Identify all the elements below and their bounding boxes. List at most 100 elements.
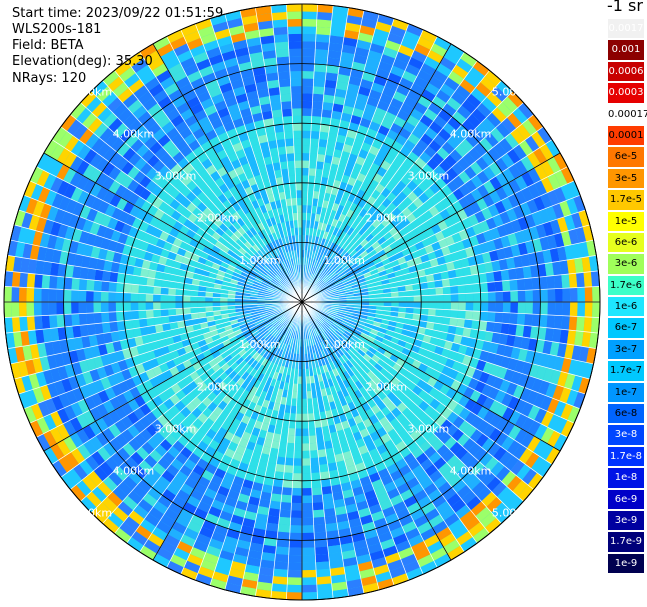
- range-gate: [346, 218, 355, 228]
- range-gate: [358, 261, 367, 269]
- range-gate: [327, 283, 336, 289]
- range-gate: [317, 449, 327, 458]
- range-ring-label: 4.00km: [450, 127, 492, 140]
- range-gate: [344, 244, 352, 253]
- range-gate: [285, 450, 295, 459]
- range-gate: [457, 249, 468, 260]
- range-gate: [368, 89, 383, 101]
- range-gate: [296, 205, 302, 213]
- range-gate: [507, 193, 520, 209]
- range-gate: [575, 226, 587, 244]
- range-gate: [405, 312, 414, 320]
- range-gate: [287, 562, 302, 571]
- range-gate: [460, 257, 470, 268]
- range-gate: [302, 450, 311, 459]
- range-gate: [361, 110, 375, 122]
- range-gate: [464, 179, 477, 193]
- range-gate: [356, 274, 365, 281]
- range-gate: [530, 326, 540, 340]
- range-gate: [321, 288, 330, 293]
- range-gate: [278, 78, 291, 88]
- range-gate: [318, 270, 324, 278]
- range-gate: [341, 278, 350, 284]
- range-gate: [131, 319, 141, 329]
- range-gate: [288, 547, 302, 556]
- range-gate: [288, 41, 302, 50]
- range-gate: [566, 197, 579, 215]
- range-gate: [347, 272, 356, 279]
- range-gate: [275, 546, 290, 555]
- range-gate: [354, 255, 363, 263]
- range-gate: [330, 292, 339, 296]
- range-gate: [495, 172, 509, 187]
- range-gate: [371, 114, 384, 126]
- range-gate: [553, 315, 563, 330]
- range-gate: [292, 480, 302, 489]
- range-gate: [415, 120, 429, 134]
- range-gate: [510, 290, 519, 302]
- range-gate: [329, 288, 338, 293]
- range-gate: [145, 293, 154, 302]
- range-gate: [286, 592, 302, 600]
- range-gate: [553, 153, 568, 171]
- range-gate: [338, 271, 346, 278]
- range-gate: [466, 93, 482, 109]
- range-gate: [411, 145, 424, 158]
- range-gate: [392, 58, 409, 71]
- range-gate: [537, 326, 547, 341]
- range-gate: [464, 192, 477, 206]
- range-gate: [383, 302, 392, 307]
- range-gate: [578, 209, 590, 227]
- range-gate: [405, 284, 414, 292]
- range-gate: [293, 465, 302, 474]
- range-gate: [502, 291, 511, 302]
- range-gate: [464, 246, 475, 258]
- range-gate: [168, 308, 177, 317]
- range-gate: [265, 72, 279, 82]
- range-gate: [383, 292, 392, 298]
- range-gate: [302, 435, 310, 444]
- range-gate: [323, 508, 336, 517]
- range-gate: [334, 255, 342, 264]
- range-gate: [288, 175, 296, 184]
- range-gate: [491, 332, 501, 344]
- range-gate: [48, 302, 57, 316]
- range-gate: [349, 202, 358, 212]
- range-gate: [489, 342, 499, 355]
- range-gate: [499, 211, 511, 225]
- range-gate: [305, 235, 310, 243]
- range-gate: [334, 141, 345, 151]
- range-gate: [302, 56, 315, 64]
- range-gate: [335, 267, 343, 274]
- range-gate: [212, 302, 221, 307]
- range-gate: [460, 138, 474, 153]
- range-gate: [578, 241, 589, 258]
- range-gate: [465, 302, 474, 311]
- range-gate: [277, 524, 291, 533]
- range-gate: [423, 145, 437, 159]
- range-gate: [517, 348, 528, 362]
- range-gate: [281, 487, 293, 496]
- range-gate: [296, 406, 302, 414]
- range-gate: [318, 262, 325, 270]
- range-gate: [123, 302, 131, 312]
- range-gate: [475, 81, 492, 98]
- range-gate: [269, 94, 281, 104]
- range-gate: [484, 261, 494, 273]
- range-gate: [402, 121, 416, 134]
- range-gate: [123, 283, 132, 294]
- range-gate: [441, 278, 451, 288]
- range-gate: [153, 294, 161, 302]
- range-gate: [531, 277, 541, 290]
- range-gate: [342, 264, 351, 272]
- range-gate: [365, 245, 375, 254]
- range-gate: [463, 275, 473, 285]
- range-gate: [153, 302, 161, 310]
- range-gate: [314, 49, 329, 58]
- range-gate: [340, 275, 349, 282]
- range-gate: [494, 280, 503, 292]
- range-gate: [356, 39, 372, 51]
- range-gate: [72, 325, 82, 339]
- range-gate: [381, 197, 392, 208]
- range-gate: [373, 155, 384, 167]
